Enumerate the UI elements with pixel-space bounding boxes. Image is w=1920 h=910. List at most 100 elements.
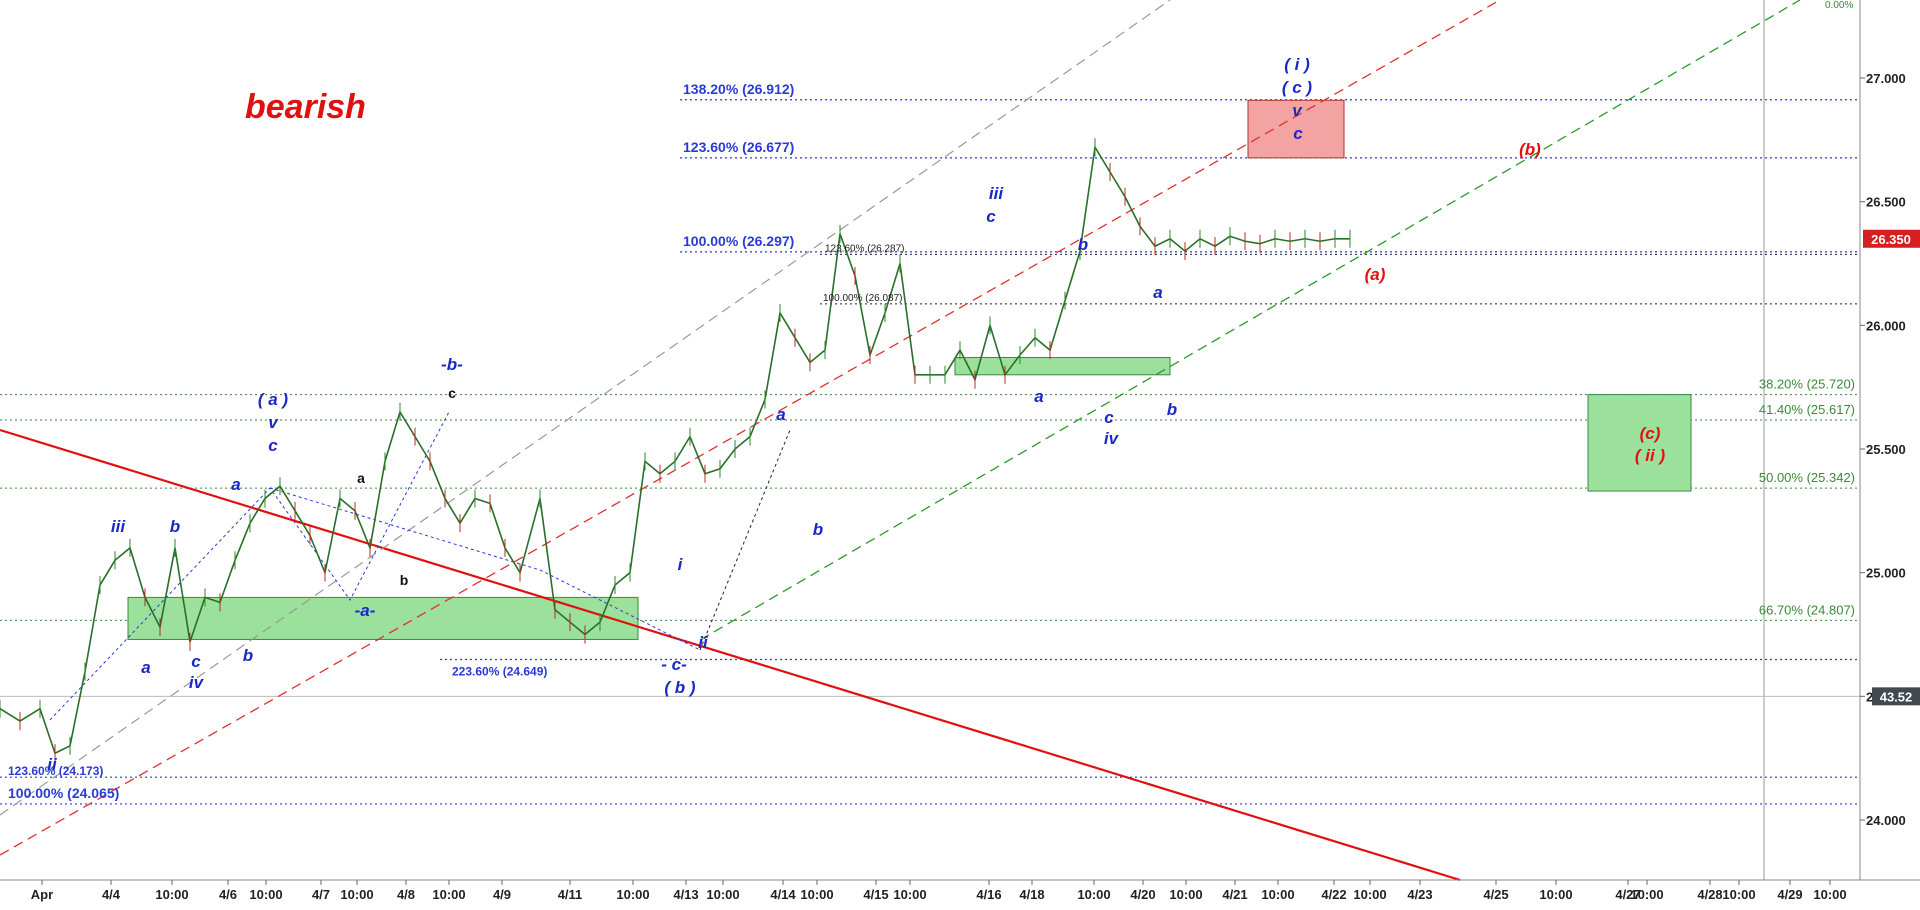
x-tick-label: 4/18 [1019, 887, 1044, 902]
wave-label-blue: v [1292, 101, 1303, 120]
x-tick-label: 4/20 [1130, 887, 1155, 902]
x-tick-label: 10:00 [706, 887, 739, 902]
y-tick-label: 25.500 [1866, 442, 1906, 457]
fib-label-blue: 123.60% (24.173) [8, 764, 103, 778]
x-tick-label: 4/4 [102, 887, 121, 902]
x-tick-label: 4/14 [770, 887, 796, 902]
x-tick-label: 4/27 [1615, 887, 1640, 902]
x-tick-label: 10:00 [1722, 887, 1755, 902]
fib-label-blue: 223.60% (24.649) [452, 664, 547, 678]
x-tick-label: 10:00 [1261, 887, 1294, 902]
x-tick-label: 10:00 [616, 887, 649, 902]
fib-label-green: 41.40% (25.617) [1759, 402, 1855, 417]
wave-label-blue: a [141, 658, 150, 677]
x-tick-label: 4/28 [1697, 887, 1722, 902]
downtrend-line [0, 428, 1461, 882]
y-tick-label: 26.500 [1866, 195, 1906, 210]
x-tick-label: 4/7 [312, 887, 330, 902]
current-price-label: 26.350 [1871, 232, 1911, 247]
wave-label-black: b [400, 572, 409, 588]
wave-label-blue: ( c ) [1282, 78, 1313, 97]
x-tick-label: 4/8 [397, 887, 415, 902]
wave-label-black: a [357, 470, 365, 486]
price-line [0, 144, 1350, 755]
price-layer [0, 138, 1351, 763]
x-tick-label: 4/11 [558, 887, 583, 902]
wave-label-blue: c [191, 652, 201, 671]
wave-label-black: c [448, 385, 456, 401]
x-tick-label: 10:00 [1169, 887, 1202, 902]
y-tick-label: 24.000 [1866, 813, 1906, 828]
x-tick-label: 10:00 [155, 887, 188, 902]
wave-label-blue: b [243, 646, 253, 665]
wave-label-blue: -a- [355, 601, 376, 620]
fib-label-green: 50.00% (25.342) [1759, 470, 1855, 485]
x-tick-label: 4/15 [863, 887, 888, 902]
wave-label-blue: iii [111, 517, 126, 536]
wave-label-blue: ( b ) [664, 678, 695, 697]
fib-label-blue: 100.00% (26.297) [683, 233, 794, 249]
wave-label-blue: a [1153, 283, 1162, 302]
wave-label-blue: c [1293, 124, 1303, 143]
target-zone-ii [1587, 394, 1692, 492]
wave-label-blue: i [678, 555, 684, 574]
wave-label-blue: iv [189, 673, 205, 692]
label-layer: 138.20% (26.912) 123.60% (26.677) 100.00% … [8, 0, 1855, 801]
x-tick-label: 10:00 [1539, 887, 1572, 902]
support-zone-mid [954, 356, 1171, 376]
x-tick-label: 4/6 [219, 887, 237, 902]
fib-label-small: 123.60% (26.287) [825, 243, 905, 254]
wave-label-blue: b [1167, 400, 1177, 419]
wave-label-red: ( ii ) [1635, 446, 1666, 465]
fib-label-small: 100.00% (26.087) [823, 293, 903, 304]
fib-label-blue: 138.20% (26.912) [683, 81, 794, 97]
wave-label-blue: ii [47, 755, 58, 774]
wave-label-blue: iv [1104, 429, 1120, 448]
x-tick-label: 4/9 [493, 887, 511, 902]
x-tick-label: 10:00 [1077, 887, 1110, 902]
x-tick-label: 4/21 [1222, 887, 1247, 902]
wave-label-blue: c [986, 207, 996, 226]
top-right-label: 0.00% [1825, 0, 1853, 11]
y-tick-label: 25.000 [1866, 566, 1906, 581]
resistance-zone [1247, 99, 1345, 159]
x-tick-label: 4/23 [1407, 887, 1432, 902]
wave-label-blue: ( a ) [258, 390, 289, 409]
support-zone-left [127, 596, 639, 640]
wave-label-blue: - c- [661, 655, 687, 674]
wave-label-blue: ii [698, 633, 709, 652]
x-tick-label: 4/22 [1321, 887, 1346, 902]
x-tick-label: Apr [31, 887, 53, 902]
secondary-badge-label: 43.52 [1880, 689, 1913, 704]
wave-label-blue: b [813, 520, 823, 539]
wave-guide-black [699, 429, 791, 651]
wave-label-red: (b) [1519, 140, 1541, 159]
x-tick-label: 10:00 [893, 887, 926, 902]
x-tick-label: 10:00 [800, 887, 833, 902]
y-tick-label: 26.000 [1866, 318, 1906, 333]
wave-label-blue: v [268, 413, 279, 432]
wave-label-blue: c [268, 436, 278, 455]
wave-label-blue: b [170, 517, 180, 536]
wave-guide-blue [269, 487, 701, 651]
wave-label-blue: c [1104, 408, 1114, 427]
wave-label-red: (a) [1365, 265, 1386, 284]
current-price-badge [1863, 229, 1920, 248]
green-channel-line [699, 0, 1801, 641]
wave-label-blue: a [231, 475, 240, 494]
grid-layer [0, 0, 1860, 880]
fib-label-blue: 100.00% (24.065) [8, 785, 119, 801]
secondary-badge [1872, 687, 1920, 706]
x-tick-label: 10:00 [249, 887, 282, 902]
y-tick-label: 27.000 [1866, 71, 1906, 86]
wave-label-blue: b [1078, 235, 1088, 254]
wave-label-blue: iii [989, 184, 1004, 203]
wave-label-blue: a [776, 405, 785, 424]
wave-label-red: (c) [1640, 424, 1661, 443]
x-tick-label: 4/25 [1483, 887, 1508, 902]
x-tick-label: 10:00 [1813, 887, 1846, 902]
x-tick-label: 10:00 [340, 887, 373, 902]
